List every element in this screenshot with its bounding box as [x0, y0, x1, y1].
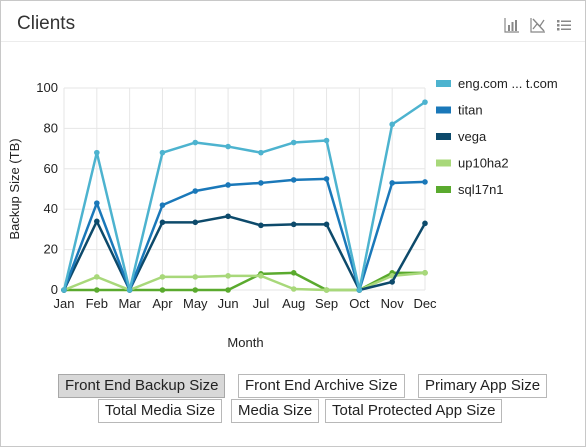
y-tick-label: 20	[44, 242, 58, 257]
x-tick-label: Apr	[152, 296, 173, 311]
data-point[interactable]	[356, 287, 363, 293]
legend-label[interactable]: vega	[458, 129, 487, 144]
y-tick-label: 80	[44, 120, 58, 135]
data-point[interactable]	[290, 221, 297, 228]
legend-swatch[interactable]	[436, 159, 451, 167]
legend: eng.com ... t.com titan vega up10ha2 sql17n1	[436, 76, 558, 197]
x-tick-label: Feb	[86, 296, 108, 311]
axes: 0 20 40 60 80 100 Jan Feb Mar Apr May Jun Jul Aug Sep O…	[7, 80, 437, 350]
data-point[interactable]	[225, 273, 231, 279]
legend-swatch[interactable]	[436, 186, 451, 193]
legend-swatch[interactable]	[436, 106, 451, 114]
legend-label[interactable]: eng.com ... t.com	[458, 76, 558, 91]
data-point[interactable]	[323, 176, 330, 182]
data-point[interactable]	[94, 149, 100, 156]
y-tick-label: 100	[36, 80, 58, 95]
data-point[interactable]	[159, 219, 166, 226]
legend-swatch[interactable]	[436, 133, 451, 140]
data-point[interactable]	[192, 287, 199, 293]
panel-title: Clients	[17, 13, 76, 34]
y-tick-label: 0	[51, 282, 58, 297]
x-tick-label: Jun	[218, 296, 239, 311]
data-point[interactable]	[159, 202, 166, 208]
data-point[interactable]	[290, 177, 297, 183]
data-point[interactable]	[225, 143, 231, 150]
x-tick-label: May	[183, 296, 208, 311]
data-point[interactable]	[192, 139, 199, 146]
x-tick-label: Jan	[54, 296, 75, 311]
x-tick-label: Sep	[315, 296, 338, 311]
data-point[interactable]	[192, 219, 199, 226]
data-point[interactable]	[323, 137, 330, 144]
x-axis-label: Month	[227, 335, 263, 350]
total-media-size-button[interactable]: Total Media Size	[98, 399, 223, 423]
data-point[interactable]	[94, 274, 100, 280]
data-point[interactable]	[422, 99, 428, 105]
data-point[interactable]	[61, 287, 67, 293]
data-point[interactable]	[258, 222, 264, 229]
panel-header: Clients	[1, 1, 585, 42]
front-end-archive-size-button[interactable]: Front End Archive Size	[238, 374, 405, 398]
data-point[interactable]	[422, 220, 428, 227]
data-point[interactable]	[389, 279, 395, 285]
data-point[interactable]	[422, 270, 428, 276]
list-icon[interactable]	[556, 17, 572, 33]
data-point[interactable]	[323, 287, 330, 293]
bar-chart-icon[interactable]	[504, 17, 520, 33]
x-tick-label: Aug	[282, 296, 305, 311]
data-point[interactable]	[225, 213, 231, 220]
data-point[interactable]	[94, 218, 100, 225]
data-point[interactable]	[159, 149, 166, 156]
data-point[interactable]	[290, 270, 297, 276]
legend-label[interactable]: sql17n1	[458, 182, 504, 197]
primary-app-size-button[interactable]: Primary App Size	[418, 374, 548, 398]
data-point[interactable]	[94, 200, 100, 206]
data-point[interactable]	[258, 273, 264, 279]
data-point[interactable]	[290, 139, 297, 146]
data-point[interactable]	[389, 121, 395, 128]
data-point[interactable]	[159, 287, 166, 293]
y-tick-label: 60	[44, 161, 58, 176]
y-axis-label: Backup Size (TB)	[7, 138, 22, 239]
legend-label[interactable]: up10ha2	[458, 156, 509, 171]
data-point[interactable]	[323, 221, 330, 228]
data-point[interactable]	[126, 287, 133, 293]
data-point[interactable]	[258, 180, 264, 186]
data-point[interactable]	[225, 287, 231, 293]
data-point[interactable]	[94, 287, 100, 293]
legend-swatch[interactable]	[436, 80, 451, 87]
hide-series-icon[interactable]	[530, 17, 546, 33]
series-line[interactable]	[62, 101, 426, 292]
series-line[interactable]	[62, 177, 426, 292]
series-lines	[61, 99, 428, 293]
data-point[interactable]	[159, 274, 166, 280]
grid-lines	[63, 87, 426, 291]
x-tick-label: Dec	[413, 296, 437, 311]
media-size-button[interactable]: Media Size	[231, 399, 320, 423]
data-point[interactable]	[192, 274, 199, 280]
data-point[interactable]	[225, 182, 231, 188]
data-point[interactable]	[290, 286, 297, 292]
x-tick-label: Jul	[253, 296, 270, 311]
legend-label[interactable]: titan	[458, 103, 483, 118]
total-protected-app-size-button[interactable]: Total Protected App Size	[325, 399, 503, 423]
x-tick-label: Oct	[349, 296, 370, 311]
y-tick-label: 40	[44, 201, 58, 216]
backup-size-line-chart: 0 20 40 60 80 100 Jan Feb Mar Apr May Jun Jul Aug Sep O…	[7, 76, 558, 350]
data-point[interactable]	[258, 149, 264, 156]
front-end-backup-size-button[interactable]: Front End Backup Size	[58, 374, 226, 398]
x-tick-label: Nov	[381, 296, 405, 311]
x-tick-label: Mar	[118, 296, 141, 311]
data-point[interactable]	[389, 180, 395, 186]
data-point[interactable]	[192, 188, 199, 194]
data-point[interactable]	[422, 179, 428, 185]
